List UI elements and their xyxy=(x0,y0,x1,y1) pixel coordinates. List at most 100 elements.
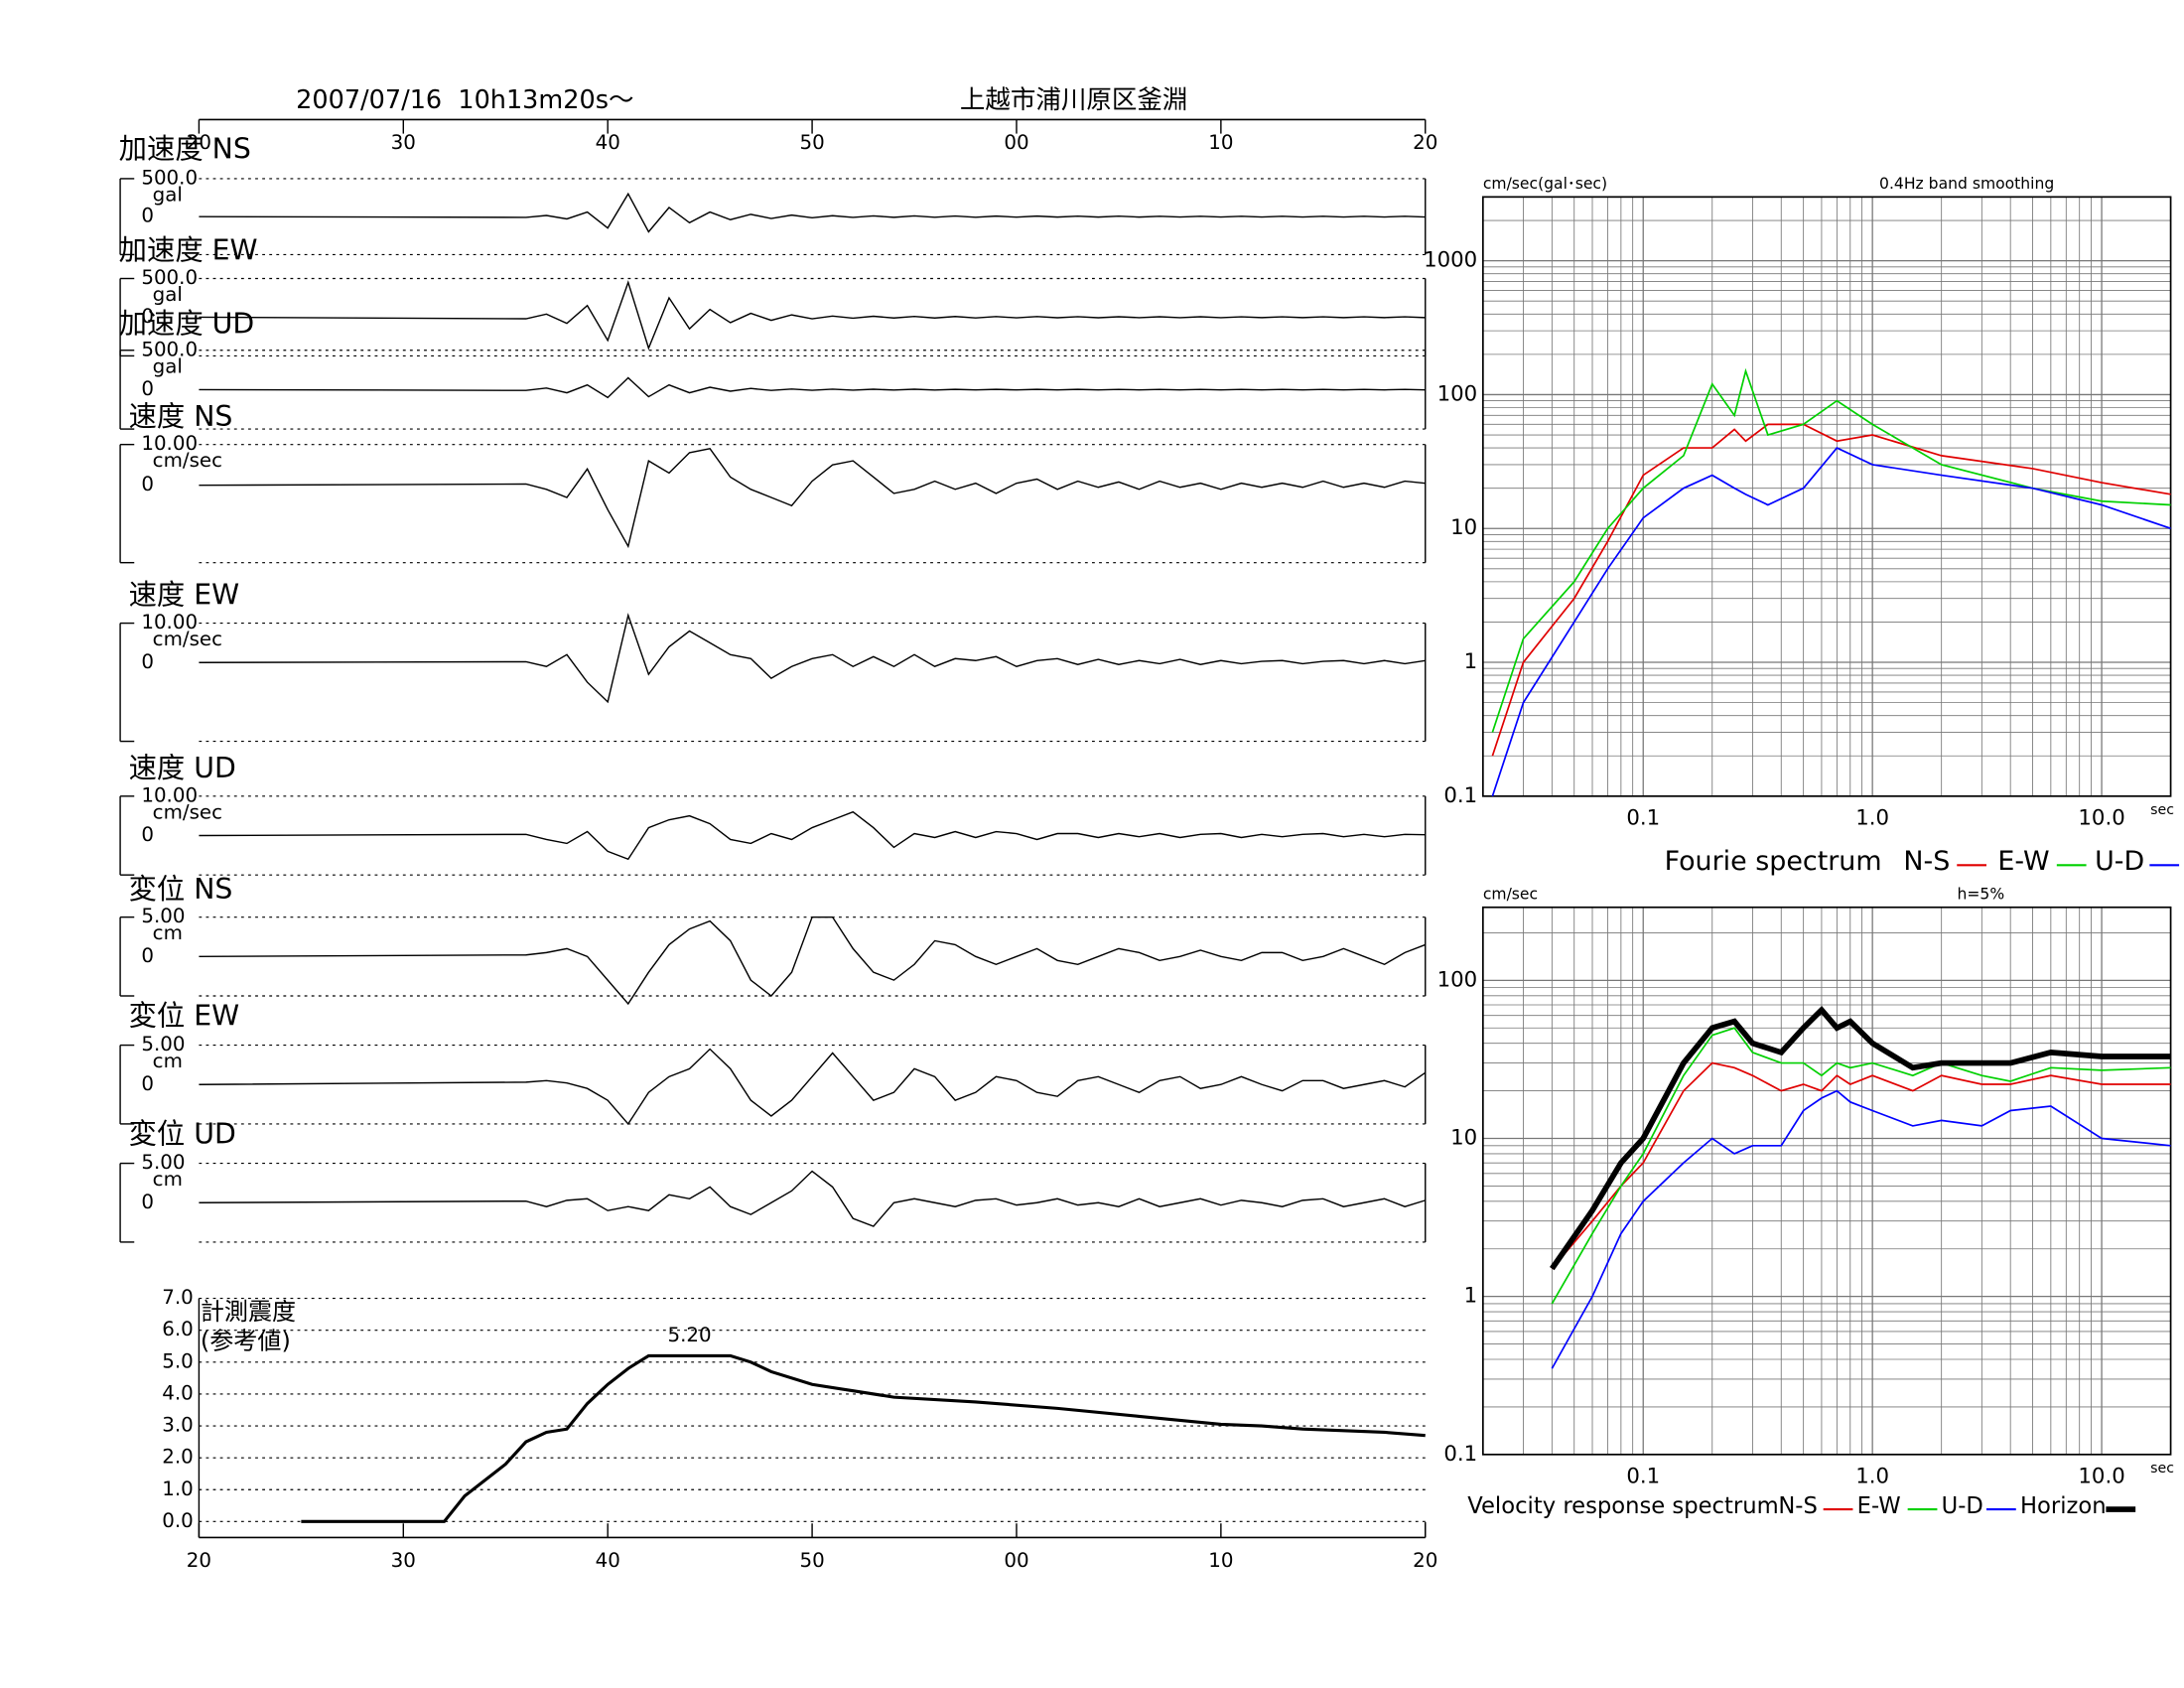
panel-title: 速度 NS xyxy=(129,400,233,433)
top-tick-label: 30 xyxy=(391,131,416,154)
intensity-subtitle: (参考値) xyxy=(201,1328,291,1355)
y-tick-label: 5.0 xyxy=(162,1349,194,1372)
y-tick-label: 3.0 xyxy=(162,1414,194,1437)
y-tick-label: 5.00 xyxy=(141,1033,185,1055)
y-tick-label: 100 xyxy=(1437,381,1478,406)
y-axis-label: cm/sec xyxy=(1483,886,1538,904)
x-tick-label: 10.0 xyxy=(2078,1465,2124,1489)
unit-label: gal xyxy=(153,354,183,377)
y-tick-label: 0.1 xyxy=(1443,783,1477,808)
y-tick-label: 1.0 xyxy=(162,1477,194,1500)
y-tick-label: 2.0 xyxy=(162,1446,194,1469)
y-tick-label: 10.00 xyxy=(141,432,198,455)
y-tick-label: 0 xyxy=(141,305,154,328)
intensity-title: 計測震度 xyxy=(201,1298,296,1326)
unit-label: cm xyxy=(153,921,183,944)
spectrum-line xyxy=(1551,1027,2171,1305)
y-tick-label: 100 xyxy=(1437,967,1478,992)
panel-title: 変位 EW xyxy=(129,999,240,1032)
x-tick-label: 40 xyxy=(596,1549,620,1572)
y-tick-label: 10 xyxy=(1450,515,1477,540)
annotation: 0.4Hz band smoothing xyxy=(1879,175,2054,193)
y-tick-label: 0 xyxy=(141,944,154,967)
panel-title: 速度 UD xyxy=(129,752,236,784)
x-tick-label: 20 xyxy=(187,1549,211,1572)
waveform xyxy=(199,810,1426,861)
spectrum-line xyxy=(1550,1005,2171,1271)
top-tick-label: 20 xyxy=(1413,131,1437,154)
unit-label: cm xyxy=(153,1168,183,1191)
waveform xyxy=(199,915,1427,1006)
x-tick-label: 1.0 xyxy=(1855,1465,1889,1489)
legend-label: E-W xyxy=(1857,1493,1901,1519)
panel-title: 変位 NS xyxy=(129,873,233,906)
y-tick-label: 0.1 xyxy=(1443,1442,1477,1467)
legend-label: U-D xyxy=(2095,846,2144,877)
panel-title: 変位 UD xyxy=(129,1117,236,1150)
x-tick-label: 10 xyxy=(1208,1549,1233,1572)
legend-title: Fourie spectrum xyxy=(1665,846,1882,877)
panel-title: 加速度 NS xyxy=(119,133,251,166)
y-tick-label: 0 xyxy=(141,823,154,846)
x-tick-label: 1.0 xyxy=(1855,806,1889,831)
y-tick-label: 1000 xyxy=(1424,248,1477,273)
legend-label: N-S xyxy=(1903,846,1950,877)
legend-label: Horizon xyxy=(2020,1493,2107,1519)
spectrum-line xyxy=(1491,447,2171,797)
waveform xyxy=(199,280,1426,351)
spectrum-line xyxy=(1551,1061,2171,1270)
peak-label: 5.20 xyxy=(667,1324,711,1346)
top-tick-label: 20 xyxy=(187,131,211,154)
y-tick-label: 0.0 xyxy=(162,1509,194,1532)
x-axis-label: sec xyxy=(2150,802,2174,818)
y-tick-label: 1 xyxy=(1464,649,1478,674)
unit-label: cm/sec xyxy=(153,800,222,823)
plot-frame xyxy=(1481,906,2172,1456)
y-tick-label: 5.00 xyxy=(141,1151,185,1174)
x-tick-label: 30 xyxy=(391,1549,416,1572)
station-title: 上越市浦川原区釜淵 xyxy=(960,85,1188,115)
x-tick-label: 50 xyxy=(799,1549,824,1572)
x-axis-label: sec xyxy=(2150,1461,2174,1477)
x-tick-label: 0.1 xyxy=(1626,806,1660,831)
legend-label: N-S xyxy=(1778,1493,1818,1519)
unit-label: gal xyxy=(153,183,183,206)
y-tick-label: 6.0 xyxy=(162,1318,194,1340)
y-tick-label: 1 xyxy=(1464,1284,1478,1309)
y-axis-label: cm/sec(gal･sec) xyxy=(1483,175,1607,193)
y-tick-label: 500.0 xyxy=(141,266,198,289)
y-tick-label: 0 xyxy=(141,205,154,227)
x-tick-label: 20 xyxy=(1413,1549,1437,1572)
plot-frame xyxy=(1481,196,2172,797)
panel-title: 加速度 EW xyxy=(119,234,258,267)
waveform xyxy=(199,613,1426,704)
waveform xyxy=(199,1170,1426,1227)
y-tick-label: 5.00 xyxy=(141,905,185,927)
unit-label: cm/sec xyxy=(153,449,222,472)
legend-title: Velocity response spectrum xyxy=(1467,1493,1778,1519)
y-tick-label: 0 xyxy=(141,473,154,495)
annotation: h=5% xyxy=(1958,886,2005,904)
x-tick-label: 0.1 xyxy=(1626,1465,1660,1489)
y-tick-label: 10.00 xyxy=(141,783,198,806)
top-tick-label: 40 xyxy=(596,131,620,154)
y-tick-label: 10.00 xyxy=(141,611,198,633)
y-tick-label: 0 xyxy=(141,1072,154,1095)
y-tick-label: 0 xyxy=(141,377,154,400)
spectrum-line xyxy=(1491,423,2171,757)
waveform xyxy=(199,447,1426,549)
waveform xyxy=(199,192,1426,233)
y-tick-label: 0 xyxy=(141,1191,154,1213)
panel-title: 加速度 UD xyxy=(119,307,255,340)
date-title: 2007/07/16 10h13m20s〜 xyxy=(296,85,633,115)
intensity-line xyxy=(301,1353,1426,1523)
spectrum-line xyxy=(1551,1089,2171,1369)
waveform xyxy=(199,376,1426,399)
x-tick-label: 00 xyxy=(1004,1549,1028,1572)
legend-label: E-W xyxy=(1997,846,2049,877)
waveform xyxy=(199,1048,1427,1126)
panel-title: 速度 EW xyxy=(129,579,240,612)
unit-label: gal xyxy=(153,283,183,306)
